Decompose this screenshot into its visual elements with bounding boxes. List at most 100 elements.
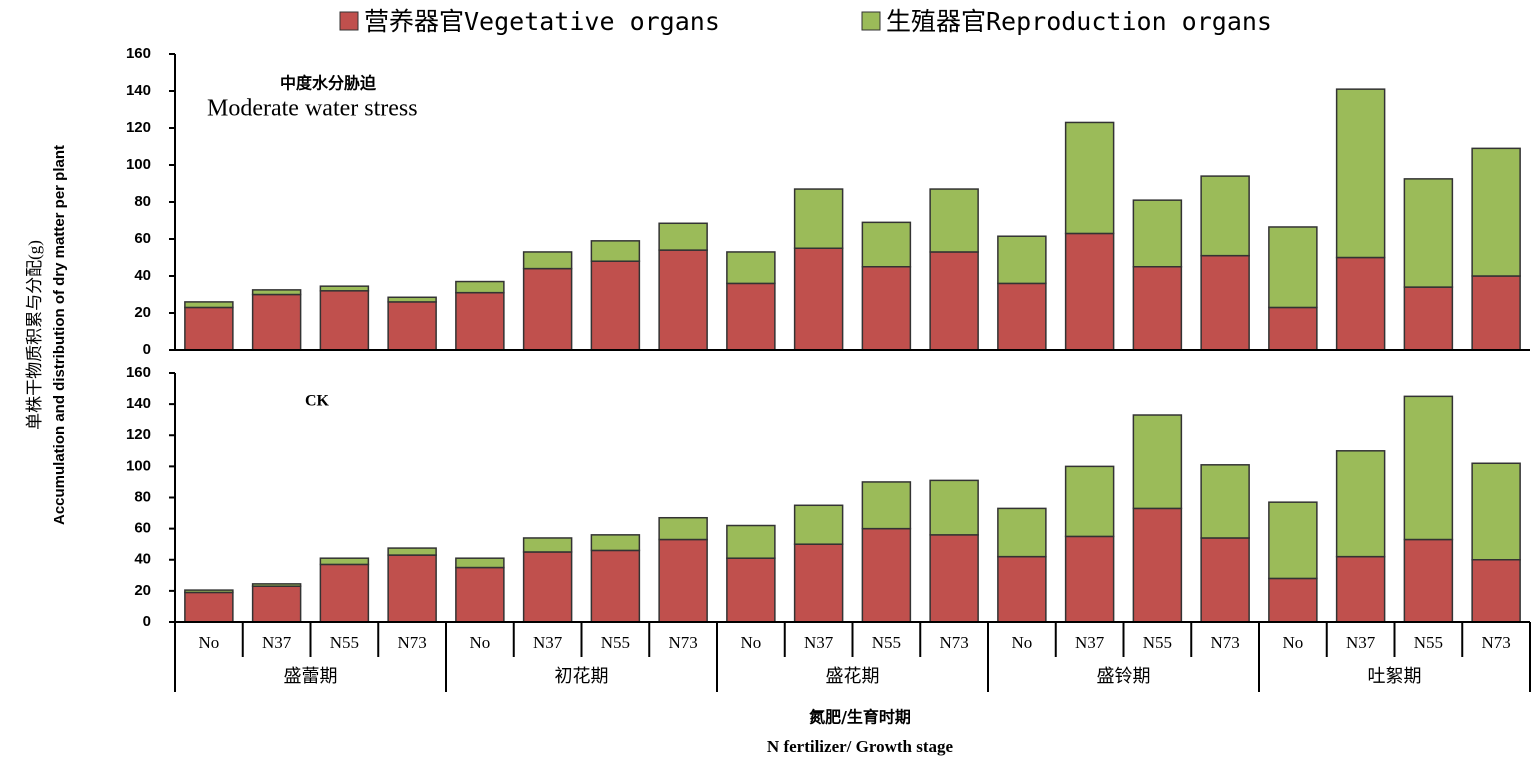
y-tick-label: 160 xyxy=(126,364,151,381)
bar-segment xyxy=(590,549,641,623)
x-tick-label: N73 xyxy=(397,633,426,652)
bar-segment xyxy=(455,291,505,351)
bar-segment xyxy=(1268,306,1318,351)
y-tick-label: 40 xyxy=(134,267,151,284)
bar-segment xyxy=(387,554,437,623)
group-label: 初花期 xyxy=(555,666,609,687)
x-tick-label: N37 xyxy=(533,633,563,652)
x-tick-label: No xyxy=(1011,633,1032,652)
x-tick-label: No xyxy=(198,633,219,652)
bar-segment xyxy=(590,260,641,351)
bar-segment xyxy=(1335,256,1386,351)
bar-segment xyxy=(726,251,776,285)
bar-segment xyxy=(1335,450,1386,558)
panel-annotation: CK xyxy=(305,393,330,410)
x-tick-label: N73 xyxy=(939,633,968,652)
x-tick-label: No xyxy=(469,633,490,652)
y-axis-label: Accumulation and distribution of dry mat… xyxy=(51,145,68,525)
x-tick-label: N73 xyxy=(1210,633,1239,652)
x-tick-label: N55 xyxy=(601,633,630,652)
bar-segment xyxy=(1403,395,1454,541)
bar-segment xyxy=(590,240,641,262)
bar-segment xyxy=(319,285,370,292)
y-tick-label: 20 xyxy=(134,582,151,599)
bar-segment xyxy=(726,557,776,623)
y-tick-label: 40 xyxy=(134,551,151,568)
x-tick-label: N55 xyxy=(1414,633,1443,652)
x-axis-label: 氮肥/生育时期 xyxy=(809,708,911,727)
bar-segment xyxy=(455,280,505,294)
bar-segment xyxy=(590,534,641,552)
group-label: 盛铃期 xyxy=(1097,666,1151,687)
bar-segment xyxy=(793,247,844,351)
x-tick-label: No xyxy=(1282,633,1303,652)
bar-segment xyxy=(522,267,573,351)
bar-segment xyxy=(658,249,708,351)
bar-segment xyxy=(658,538,708,623)
bar-segment xyxy=(997,507,1047,558)
bar-segment xyxy=(522,537,573,553)
panel-subtitle: Moderate water stress xyxy=(207,96,418,122)
x-tick-label: N37 xyxy=(1346,633,1376,652)
bar-segment xyxy=(1471,462,1521,561)
bar-segment xyxy=(793,543,844,623)
bar-segment xyxy=(658,222,708,251)
bar-segment xyxy=(184,301,234,309)
x-tick-label: N37 xyxy=(262,633,292,652)
bar-segment xyxy=(793,188,844,250)
y-tick-label: 120 xyxy=(126,426,151,443)
y-tick-label: 60 xyxy=(134,520,151,537)
bar-segment xyxy=(861,221,912,268)
x-tick-label: No xyxy=(740,633,761,652)
bar-segment xyxy=(184,589,234,594)
x-tick-label: N73 xyxy=(668,633,697,652)
x-tick-label: N37 xyxy=(804,633,834,652)
y-tick-label: 140 xyxy=(126,82,151,99)
bar-segment xyxy=(1064,232,1115,351)
y-tick-label: 100 xyxy=(126,457,151,474)
bar-segment xyxy=(455,566,505,623)
bar-segment xyxy=(387,301,437,351)
bar-segment xyxy=(861,481,912,530)
bar-segment xyxy=(522,251,573,270)
bar-segment xyxy=(1200,175,1250,257)
bar-segment xyxy=(793,504,844,545)
bar-segment xyxy=(251,293,302,351)
bar-segment xyxy=(929,534,979,623)
bar-segment xyxy=(1403,538,1454,623)
bar-segment xyxy=(1471,147,1521,277)
bar-segment xyxy=(1064,535,1115,623)
bar-segment xyxy=(319,563,370,623)
bar-segment xyxy=(1200,254,1250,351)
bar-segment xyxy=(319,557,370,566)
y-tick-label: 20 xyxy=(134,304,151,321)
x-axis-label: N fertilizer/ Growth stage xyxy=(767,737,954,756)
bar-segment xyxy=(1132,266,1183,351)
bar-segment xyxy=(319,290,370,351)
bar-segment xyxy=(861,527,912,623)
bar-segment xyxy=(1471,559,1521,623)
bar-segment xyxy=(726,282,776,351)
bar-segment xyxy=(929,188,979,253)
y-tick-label: 0 xyxy=(143,341,151,358)
y-tick-label: 140 xyxy=(126,395,151,412)
bar-segment xyxy=(251,585,302,623)
bar-segment xyxy=(861,266,912,351)
bar-segment xyxy=(929,251,979,351)
bar-segment xyxy=(184,591,234,623)
legend-swatch xyxy=(861,11,881,31)
group-label: 吐絮期 xyxy=(1368,666,1422,687)
bar-segment xyxy=(997,282,1047,351)
bar-segment xyxy=(929,479,979,536)
y-tick-label: 0 xyxy=(143,613,151,630)
bar-segment xyxy=(658,516,708,541)
bar-segment xyxy=(1268,501,1318,580)
y-axis-label: 单株干物质积累与分配(g) xyxy=(25,240,44,430)
bar-segment xyxy=(1471,275,1521,351)
group-label: 盛蕾期 xyxy=(284,666,338,687)
y-tick-label: 120 xyxy=(126,119,151,136)
y-tick-label: 80 xyxy=(134,193,151,210)
bar-segment xyxy=(997,555,1047,623)
bar-segment xyxy=(1132,199,1183,268)
bar-segment xyxy=(1403,286,1454,351)
